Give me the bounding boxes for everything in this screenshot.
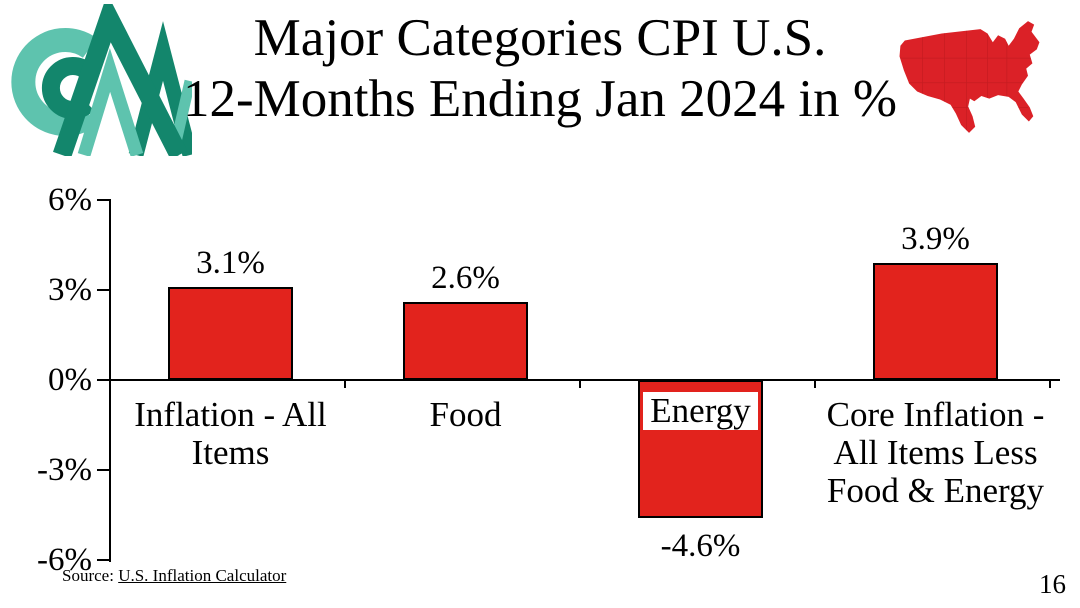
logo-nested-teal-peak (77, 48, 144, 156)
source-link[interactable]: U.S. Inflation Calculator (118, 566, 287, 585)
usa-silhouette (899, 21, 1040, 133)
y-tick-label: 6% (48, 182, 92, 218)
y-tick-label: 3% (48, 272, 92, 308)
y-tick-mark (97, 469, 110, 471)
y-tick-mark (97, 199, 110, 201)
value-label-food: 2.6% (431, 260, 500, 296)
y-tick-label: -6% (37, 542, 92, 578)
organization-logo (11, 4, 192, 156)
value-label-core-inflation: 3.9% (901, 221, 970, 257)
energy-highlight-box: Energy (643, 392, 758, 430)
category-label-energy: Energy (576, 392, 826, 430)
x-tick-mark (814, 381, 816, 388)
y-tick-mark (97, 379, 110, 381)
logo-tall-peak (53, 4, 188, 156)
x-tick-mark (1049, 381, 1051, 388)
title-line-2: 12-Months Ending Jan 2024 in % (183, 70, 897, 128)
x-tick-mark (579, 381, 581, 388)
value-label-inflation-all-items: 3.1% (196, 245, 265, 281)
usa-map-icon (899, 21, 1040, 133)
bar-food (403, 302, 528, 380)
x-axis-line (109, 379, 1060, 381)
y-tick-label: 0% (48, 362, 92, 398)
bar-inflation-all-items (168, 287, 293, 380)
category-label-core-inflation: Core Inflation - All Items Less Food & E… (826, 395, 1045, 510)
y-tick-label: -3% (37, 452, 92, 488)
page-number: 16 (1039, 569, 1066, 599)
x-tick-mark (344, 381, 346, 388)
source-note: Source: U.S. Inflation Calculator (62, 566, 286, 586)
y-tick-mark (97, 289, 110, 291)
y-tick-mark (97, 559, 110, 561)
category-label-food: Food (429, 395, 502, 434)
slide-title: Major Categories CPI U.S. 12-Months Endi… (80, 8, 1000, 130)
title-line-1: Major Categories CPI U.S. (253, 9, 827, 67)
bar-core-inflation (873, 263, 998, 380)
source-prefix: Source: (62, 566, 114, 585)
category-label-inflation-all-items: Inflation - All Items (134, 395, 327, 472)
value-label-energy: -4.6% (660, 528, 741, 564)
